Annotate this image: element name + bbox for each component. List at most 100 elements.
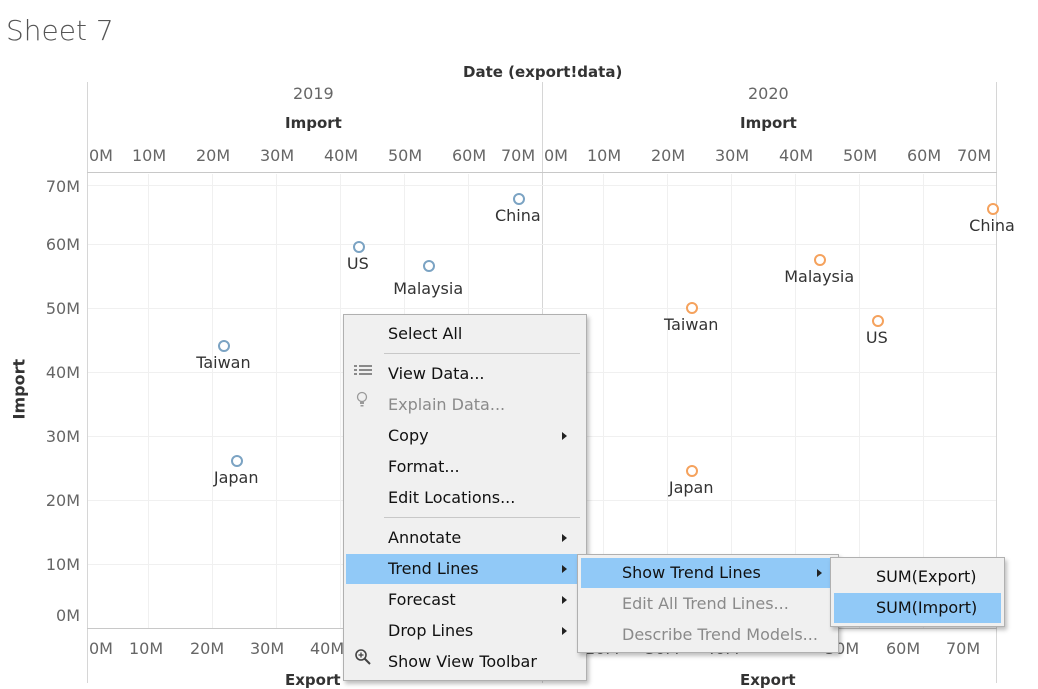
top-axis-baseline	[87, 172, 997, 173]
grid-line-v	[340, 174, 341, 628]
data-point-us[interactable]	[871, 314, 884, 327]
menu-item-label: Format...	[388, 457, 460, 476]
data-point-china[interactable]	[987, 202, 999, 215]
y-tick: 40M	[45, 363, 80, 382]
menu-item-label: View Data...	[388, 364, 485, 383]
menu-item-label: Edit Locations...	[388, 488, 516, 507]
column-header[interactable]: Date (export!data)	[463, 63, 623, 81]
grid-line-h	[88, 308, 996, 309]
data-point-taiwan[interactable]	[218, 340, 231, 353]
data-point-japan[interactable]	[231, 455, 244, 468]
pane-left-border	[87, 82, 88, 683]
menu-format[interactable]: Format...	[346, 452, 584, 482]
year-header-2020[interactable]: 2020	[748, 84, 789, 103]
menu-item-label: Drop Lines	[388, 621, 474, 640]
y-tick: 70M	[45, 177, 80, 196]
bottom-tick: 60M	[886, 639, 921, 658]
data-label: Japan	[213, 468, 259, 488]
data-point-us[interactable]	[352, 241, 365, 253]
menu-trend-lines[interactable]: Trend Lines	[346, 554, 577, 584]
menu-sum-export[interactable]: SUM(Export)	[834, 562, 1001, 592]
bottom-tick: 30M	[250, 639, 285, 658]
menu-item-label: SUM(Import)	[876, 598, 978, 617]
submenu-arrow-icon	[562, 596, 567, 604]
menu-item-label: Copy	[388, 426, 429, 445]
data-label: Malaysia	[784, 266, 855, 286]
top-tick: 50M	[843, 146, 878, 165]
data-point-japan[interactable]	[686, 465, 699, 477]
menu-item-label: Select All	[388, 324, 463, 343]
grid-line-h	[88, 244, 996, 245]
menu-item-label: Forecast	[388, 590, 456, 609]
top-tick: 10M	[132, 146, 167, 165]
menu-view-data[interactable]: View Data...	[346, 359, 584, 389]
grid-line-v	[212, 174, 213, 628]
top-axis-title-2020[interactable]: Import	[740, 114, 797, 132]
menu-annotate[interactable]: Annotate	[346, 523, 584, 553]
menu-item-label: Describe Trend Models...	[622, 625, 818, 644]
grid-line-v	[667, 174, 668, 628]
menu-describe-trend-models[interactable]: Describe Trend Models...	[581, 620, 835, 650]
pane-right-border	[996, 82, 997, 683]
data-point-china[interactable]	[512, 193, 525, 205]
bottom-tick: 10M	[129, 639, 164, 658]
data-point-malaysia[interactable]	[814, 253, 827, 266]
trend-lines-submenu[interactable]: Show Trend Lines Edit All Trend Lines...…	[577, 554, 839, 653]
grid-line-v	[276, 174, 277, 628]
context-menu[interactable]: Select All View Data... Explain Data... …	[343, 314, 587, 681]
menu-forecast[interactable]: Forecast	[346, 585, 584, 615]
lightbulb-icon	[356, 390, 368, 420]
top-tick: 40M	[324, 146, 359, 165]
grid-line-v	[603, 174, 604, 628]
year-header-2019[interactable]: 2019	[293, 84, 334, 103]
y-tick: 10M	[45, 555, 80, 574]
data-point-taiwan[interactable]	[686, 301, 699, 314]
top-axis-title-2019[interactable]: Import	[285, 114, 342, 132]
submenu-arrow-icon	[817, 569, 822, 577]
top-tick: 60M	[452, 146, 487, 165]
menu-explain-data[interactable]: Explain Data...	[346, 390, 584, 420]
top-tick: 30M	[715, 146, 750, 165]
data-label: China	[494, 206, 541, 225]
bottom-axis-title-2020[interactable]: Export	[740, 671, 796, 689]
data-label: China	[969, 215, 1015, 235]
menu-select-all[interactable]: Select All	[346, 319, 584, 349]
data-point-malaysia[interactable]	[423, 260, 436, 273]
table-icon	[354, 359, 372, 389]
menu-edit-all-trend-lines[interactable]: Edit All Trend Lines...	[581, 589, 835, 619]
menu-item-label: Edit All Trend Lines...	[622, 594, 789, 613]
grid-line-v	[859, 174, 860, 628]
grid-line-v	[923, 174, 924, 628]
submenu-arrow-icon	[562, 432, 567, 440]
menu-drop-lines[interactable]: Drop Lines	[346, 616, 584, 646]
menu-item-label: Explain Data...	[388, 395, 506, 414]
menu-show-view-toolbar[interactable]: Show View Toolbar	[346, 647, 584, 677]
data-label: Japan	[668, 478, 714, 497]
menu-copy[interactable]: Copy	[346, 421, 584, 451]
top-tick: 30M	[260, 146, 295, 165]
y-tick: 60M	[45, 235, 80, 254]
data-label: Malaysia	[393, 279, 464, 299]
y-tick: 50M	[45, 299, 80, 318]
grid-line-v	[795, 174, 796, 628]
data-label: US	[865, 327, 888, 347]
data-label: US	[346, 254, 369, 273]
top-tick: 70M	[501, 146, 536, 165]
submenu-arrow-icon	[562, 534, 567, 542]
menu-edit-locations[interactable]: Edit Locations...	[346, 483, 584, 513]
menu-separator	[384, 517, 580, 518]
top-tick: 20M	[651, 146, 686, 165]
bottom-tick: 40M	[310, 639, 345, 658]
grid-line-v	[731, 174, 732, 628]
submenu-arrow-icon	[562, 627, 567, 635]
menu-item-label: Show View Toolbar	[388, 652, 537, 671]
menu-sum-import[interactable]: SUM(Import)	[834, 593, 1001, 623]
bottom-tick: 70M	[946, 639, 981, 658]
grid-line-h	[88, 185, 996, 186]
bottom-axis-title-2019[interactable]: Export	[285, 671, 341, 689]
show-trend-lines-submenu[interactable]: SUM(Export) SUM(Import)	[830, 557, 1005, 627]
y-tick: 20M	[45, 491, 80, 510]
menu-show-trend-lines[interactable]: Show Trend Lines	[581, 558, 835, 588]
menu-item-label: Show Trend Lines	[622, 563, 761, 582]
y-axis-title[interactable]: Import	[9, 358, 29, 420]
